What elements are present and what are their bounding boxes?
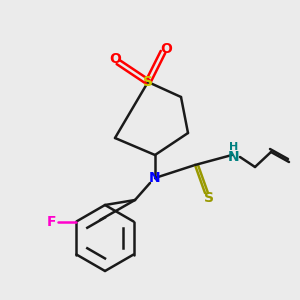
Text: N: N (228, 150, 240, 164)
Text: S: S (143, 75, 153, 89)
Text: F: F (47, 214, 56, 229)
Text: O: O (160, 42, 172, 56)
Text: N: N (149, 171, 161, 185)
Text: H: H (230, 142, 238, 152)
Text: O: O (109, 52, 121, 66)
Text: S: S (204, 191, 214, 205)
